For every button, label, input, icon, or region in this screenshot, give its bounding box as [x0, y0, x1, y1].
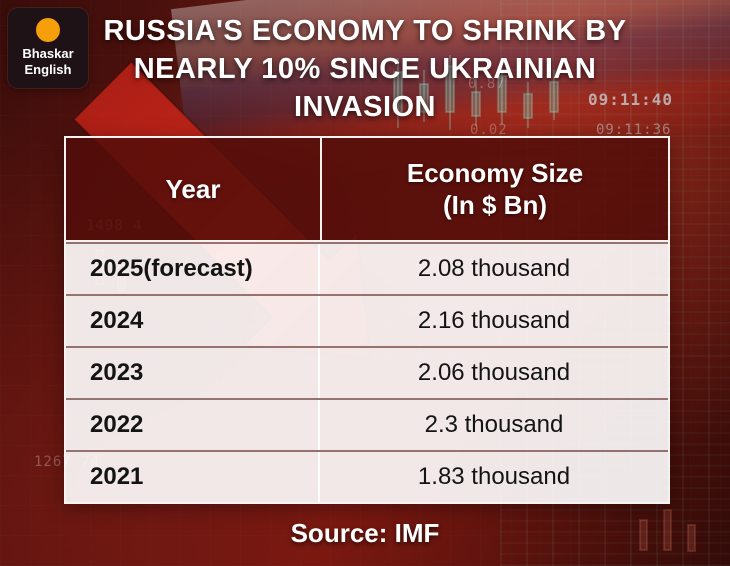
column-header-economy-line1: Economy Size	[406, 158, 584, 188]
economy-size-cell: 2.08 thousand	[417, 255, 571, 282]
year-cell: 2021	[66, 452, 320, 502]
table-row: 2025(forecast) 2.08 thousand	[66, 242, 668, 294]
table-row: 2023 2.06 thousand	[66, 346, 668, 398]
column-header-year: Year	[66, 138, 322, 240]
headline: RUSSIA'S ECONOMY TO SHRINK BY NEARLY 10%…	[95, 12, 635, 126]
year-cell: 2024	[66, 296, 320, 346]
logo-sun-icon	[36, 18, 60, 43]
year-cell: 2025(forecast)	[66, 244, 320, 294]
logo-text-line2: English	[24, 62, 72, 77]
headline-line1: RUSSIA'S ECONOMY TO SHRINK BY	[103, 15, 627, 47]
economy-table: Year Economy Size (In $ Bn) 2025(forecas…	[64, 136, 670, 504]
economy-size-cell: 2.16 thousand	[417, 307, 571, 334]
table-row: 2021 1.83 thousand	[66, 450, 668, 502]
year-cell: 2023	[66, 348, 320, 398]
table-row: 2024 2.16 thousand	[66, 294, 668, 346]
headline-line3: INVASION	[293, 91, 437, 123]
table-row: 2022 2.3 thousand	[66, 398, 668, 450]
economy-size-cell: 2.3 thousand	[424, 411, 564, 438]
logo-text-line1: Bhaskar	[22, 46, 74, 62]
year-cell: 2022	[66, 400, 320, 450]
headline-line2: NEARLY 10% SINCE UKRAINIAN	[133, 53, 597, 85]
column-header-year-label: Year	[165, 174, 221, 204]
bhaskar-english-logo: Bhaskar English	[8, 8, 88, 88]
source-credit: Source: IMF	[290, 518, 440, 548]
column-header-economy-line2: (In $ Bn)	[443, 190, 547, 220]
table-header-row: Year Economy Size (In $ Bn)	[66, 138, 668, 242]
economy-size-cell: 1.83 thousand	[417, 463, 571, 490]
column-header-economy: Economy Size (In $ Bn)	[322, 138, 668, 240]
economy-size-cell: 2.06 thousand	[417, 359, 571, 386]
